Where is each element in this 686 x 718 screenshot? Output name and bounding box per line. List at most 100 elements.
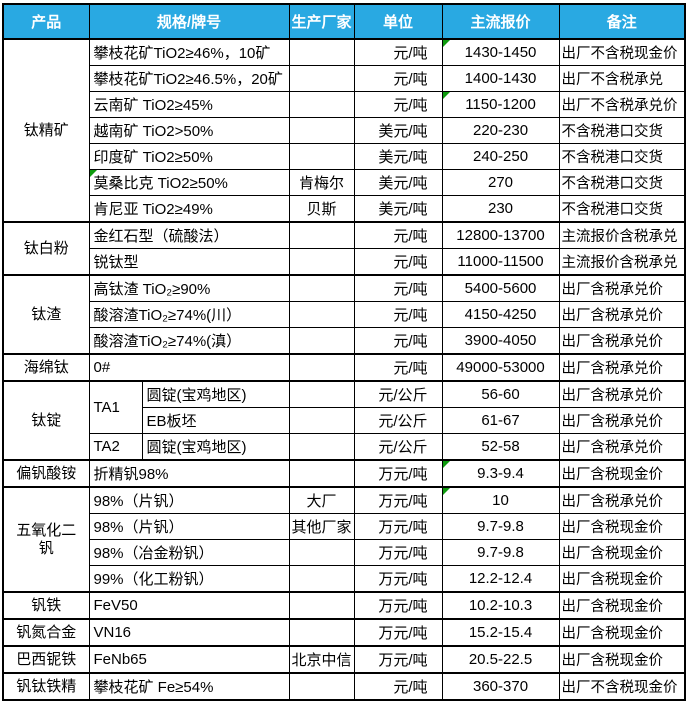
product-cell[interactable]: 钒氮合金: [2, 618, 90, 647]
vendor-cell[interactable]: [288, 117, 355, 144]
spec-cell[interactable]: 肯尼亚 TiO2≥49%: [88, 195, 290, 223]
product-cell[interactable]: 钛精矿: [2, 38, 90, 223]
unit-cell[interactable]: 元/公斤: [353, 433, 443, 461]
unit-cell[interactable]: 万元/吨: [353, 645, 443, 674]
note-cell[interactable]: 出厂含税承兑价: [558, 327, 686, 355]
vendor-cell[interactable]: [288, 672, 355, 701]
product-cell[interactable]: 钛白粉: [2, 221, 90, 276]
vendor-cell[interactable]: 肯梅尔: [288, 169, 355, 196]
vendor-cell[interactable]: [288, 38, 355, 66]
unit-cell[interactable]: 元/吨: [353, 327, 443, 355]
price-cell[interactable]: 220-230: [441, 117, 560, 144]
grade-cell[interactable]: TA2: [88, 433, 143, 461]
vendor-cell[interactable]: [288, 91, 355, 118]
note-cell[interactable]: 出厂不含税承兑: [558, 65, 686, 92]
unit-cell[interactable]: 万元/吨: [353, 618, 443, 647]
spec-cell[interactable]: VN16: [88, 618, 290, 647]
vendor-cell[interactable]: [288, 539, 355, 566]
unit-cell[interactable]: 美元/吨: [353, 195, 443, 223]
vendor-cell[interactable]: 大厂: [288, 486, 355, 514]
grade-cell[interactable]: TA1: [88, 380, 143, 434]
spec-cell[interactable]: FeV50: [88, 591, 290, 620]
spec-cell[interactable]: EB板坯: [141, 407, 290, 434]
price-cell[interactable]: 230: [441, 195, 560, 223]
price-cell[interactable]: 52-58: [441, 433, 560, 461]
unit-cell[interactable]: 元/公斤: [353, 380, 443, 408]
spec-cell[interactable]: 99%（化工粉钒）: [88, 565, 290, 593]
spec-cell[interactable]: 98%（片钒）: [88, 486, 290, 514]
header-spec[interactable]: 规格/牌号: [88, 3, 290, 40]
note-cell[interactable]: 不含税港口交货: [558, 143, 686, 170]
spec-cell[interactable]: 酸溶渣TiO₂≥74%(滇）: [88, 327, 290, 355]
header-vendor[interactable]: 生产厂家: [288, 3, 355, 40]
spec-cell[interactable]: 折精钒98%: [88, 459, 290, 488]
unit-cell[interactable]: 元/吨: [353, 274, 443, 302]
unit-cell[interactable]: 元/公斤: [353, 407, 443, 434]
spec-cell[interactable]: 98%（冶金粉钒）: [88, 539, 290, 566]
price-cell[interactable]: 4150-4250: [441, 301, 560, 328]
unit-cell[interactable]: 元/吨: [353, 221, 443, 249]
spec-cell[interactable]: 莫桑比克 TiO2≥50%: [88, 169, 290, 196]
note-cell[interactable]: 主流报价含税承兑: [558, 248, 686, 276]
price-cell[interactable]: 9.7-9.8: [441, 539, 560, 566]
price-cell[interactable]: 9.3-9.4: [441, 459, 560, 488]
price-cell[interactable]: 270: [441, 169, 560, 196]
vendor-cell[interactable]: [288, 221, 355, 249]
vendor-cell[interactable]: [288, 248, 355, 276]
vendor-cell[interactable]: 贝斯: [288, 195, 355, 223]
note-cell[interactable]: 出厂含税承兑价: [558, 486, 686, 514]
spec-cell[interactable]: 0#: [88, 353, 290, 382]
unit-cell[interactable]: 美元/吨: [353, 143, 443, 170]
note-cell[interactable]: 不含税港口交货: [558, 169, 686, 196]
price-cell[interactable]: 240-250: [441, 143, 560, 170]
unit-cell[interactable]: 万元/吨: [353, 513, 443, 540]
vendor-cell[interactable]: [288, 353, 355, 382]
spec-cell[interactable]: 酸溶渣TiO₂≥74%(川）: [88, 301, 290, 328]
spec-cell[interactable]: 圆锭(宝鸡地区): [141, 380, 290, 408]
unit-cell[interactable]: 美元/吨: [353, 117, 443, 144]
price-cell[interactable]: 56-60: [441, 380, 560, 408]
note-cell[interactable]: 出厂含税现金价: [558, 591, 686, 620]
spec-cell[interactable]: FeNb65: [88, 645, 290, 674]
note-cell[interactable]: 出厂不含税现金价: [558, 672, 686, 701]
unit-cell[interactable]: 元/吨: [353, 353, 443, 382]
vendor-cell[interactable]: 其他厂家: [288, 513, 355, 540]
note-cell[interactable]: 出厂含税承兑价: [558, 407, 686, 434]
spec-cell[interactable]: 云南矿 TiO2≥45%: [88, 91, 290, 118]
vendor-cell[interactable]: 北京中信: [288, 645, 355, 674]
vendor-cell[interactable]: [288, 407, 355, 434]
note-cell[interactable]: 出厂不含税现金价: [558, 38, 686, 66]
vendor-cell[interactable]: [288, 143, 355, 170]
spec-cell[interactable]: 圆锭(宝鸡地区): [141, 433, 290, 461]
note-cell[interactable]: 不含税港口交货: [558, 117, 686, 144]
price-cell[interactable]: 20.5-22.5: [441, 645, 560, 674]
note-cell[interactable]: 主流报价含税承兑: [558, 221, 686, 249]
unit-cell[interactable]: 元/吨: [353, 91, 443, 118]
header-product[interactable]: 产品: [2, 3, 90, 40]
price-cell[interactable]: 12.2-12.4: [441, 565, 560, 593]
vendor-cell[interactable]: [288, 301, 355, 328]
header-price[interactable]: 主流报价: [441, 3, 560, 40]
note-cell[interactable]: 出厂含税现金价: [558, 645, 686, 674]
unit-cell[interactable]: 美元/吨: [353, 169, 443, 196]
price-cell[interactable]: 49000-53000: [441, 353, 560, 382]
vendor-cell[interactable]: [288, 618, 355, 647]
spec-cell[interactable]: 高钛渣 TiO₂≥90%: [88, 274, 290, 302]
price-cell[interactable]: 5400-5600: [441, 274, 560, 302]
price-cell[interactable]: 10.2-10.3: [441, 591, 560, 620]
product-cell[interactable]: 海绵钛: [2, 353, 90, 382]
unit-cell[interactable]: 万元/吨: [353, 486, 443, 514]
vendor-cell[interactable]: [288, 327, 355, 355]
unit-cell[interactable]: 万元/吨: [353, 459, 443, 488]
note-cell[interactable]: 出厂含税现金价: [558, 539, 686, 566]
price-cell[interactable]: 3900-4050: [441, 327, 560, 355]
product-cell[interactable]: 巴西铌铁: [2, 645, 90, 674]
spec-cell[interactable]: 印度矿 TiO2≥50%: [88, 143, 290, 170]
unit-cell[interactable]: 元/吨: [353, 672, 443, 701]
unit-cell[interactable]: 万元/吨: [353, 539, 443, 566]
note-cell[interactable]: 出厂含税承兑价: [558, 433, 686, 461]
note-cell[interactable]: 不含税港口交货: [558, 195, 686, 223]
unit-cell[interactable]: 万元/吨: [353, 565, 443, 593]
price-cell[interactable]: 9.7-9.8: [441, 513, 560, 540]
price-cell[interactable]: 12800-13700: [441, 221, 560, 249]
